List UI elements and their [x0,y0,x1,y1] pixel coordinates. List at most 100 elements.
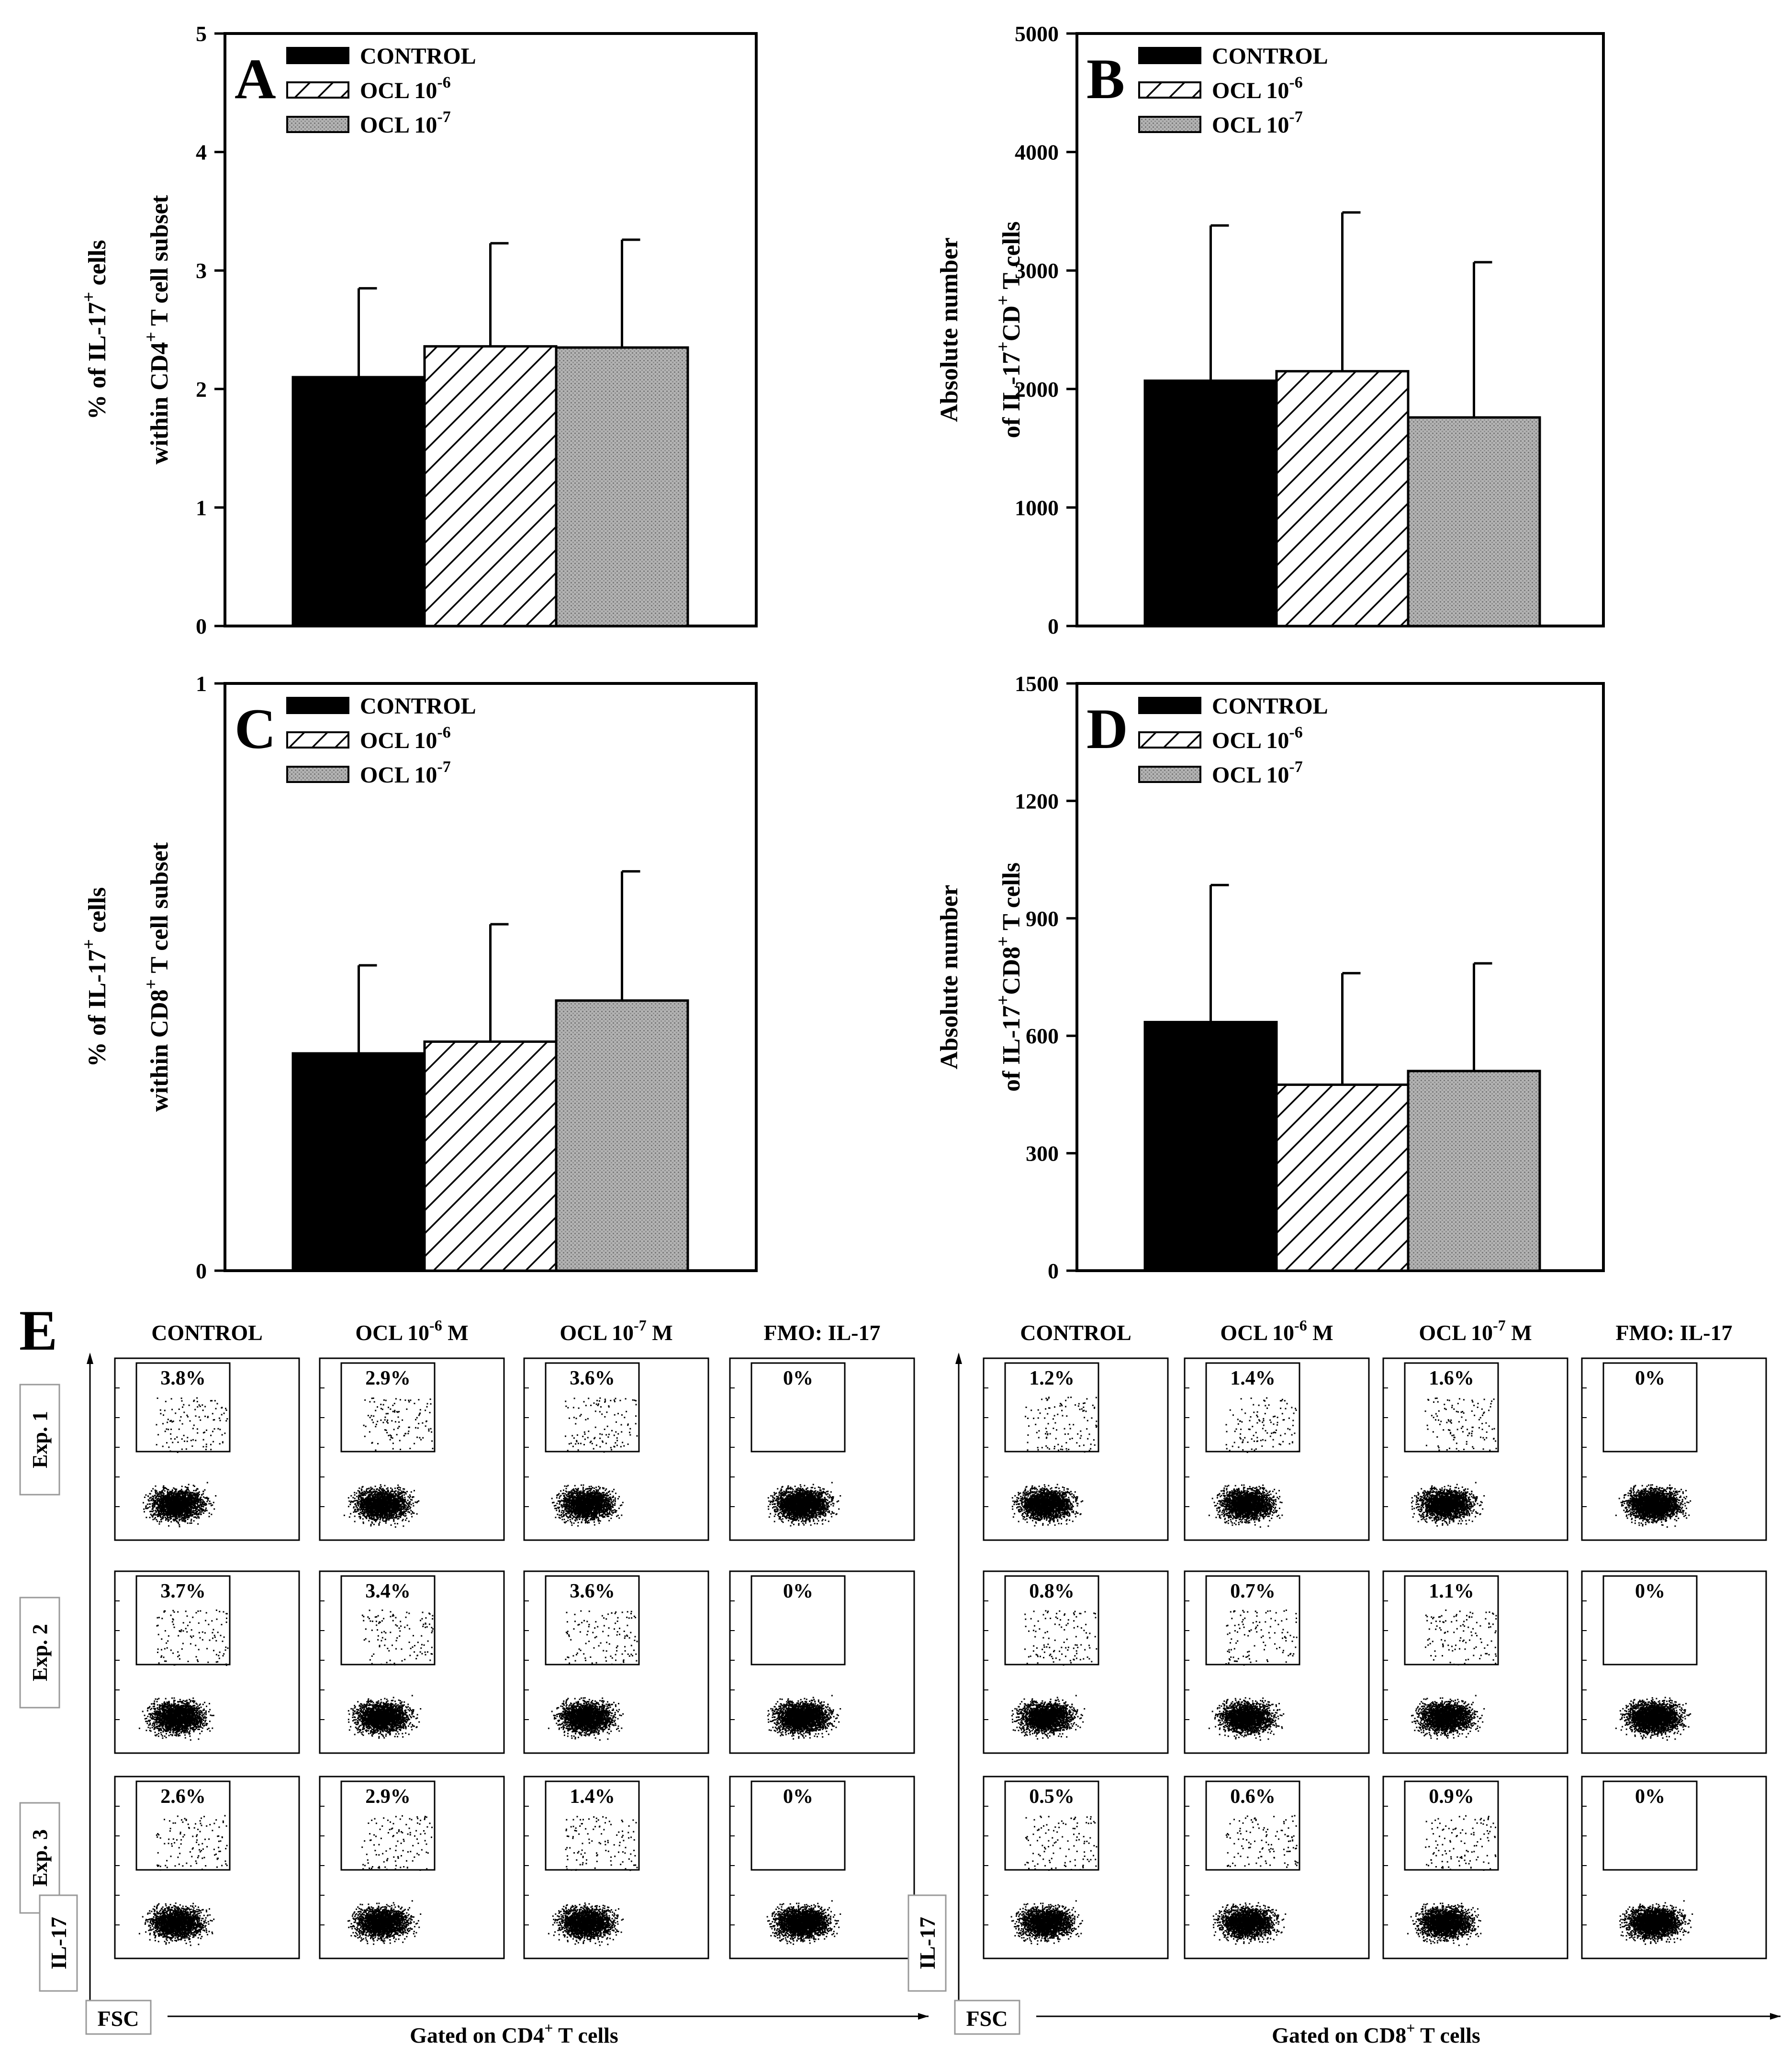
flow-cytometry-panel: E Exp. 1 Exp. 2 Exp. 3 CONTROL OCL 10-6 M OCL … [19,1298,1781,2046]
dot-plot: 0% [729,1357,915,1541]
dot-plot: 2.6% [114,1776,300,1959]
event-dots [551,1397,638,1527]
dot-plot: 1.2% [983,1357,1169,1541]
bar-control [291,376,426,627]
dot-plot: 0.5% [983,1776,1169,1959]
legend-label-ocl-10-6: OCL 10-6 [360,74,451,103]
legend-label-ocl-10-6: OCL 10-6 [1212,724,1303,753]
column-header: CONTROL [1020,1320,1131,1345]
gate-percentage: 3.6% [570,1580,615,1602]
gate-box [545,1362,640,1453]
gate-percentage: 0% [1635,1786,1665,1808]
dot-plot: 0% [729,1776,915,1959]
panel-letter: A [235,47,276,111]
event-dots [138,1610,229,1741]
dot-plot-frame [319,1357,505,1541]
y-axis-label-box [39,1894,78,1992]
legend-swatch-ocl-10-6 [1138,81,1201,99]
gate-box [135,1780,231,1871]
y-tick-label: 5 [196,22,207,46]
dot-plot: 3.8% [114,1357,300,1541]
event-dots [343,1398,434,1528]
bar-chart-a: 0 1 2 3 4 5 A CONTROL OCL 10-6 OCL 10-7 % of IL-17… [79,22,758,638]
column-header: OCL 10-7 M [1419,1317,1532,1345]
gate-box [135,1362,231,1453]
event-dots [767,1482,841,1527]
gate-percentage: 0.5% [1029,1786,1075,1808]
y-axis-label-line-1: % of IL-17+ cells [79,240,111,420]
gate-box [340,1575,436,1666]
y-tick-label: 1200 [1015,789,1059,813]
event-dots [766,1900,841,1945]
legend-swatch-ocl-10-7 [286,766,349,783]
gate-box [1602,1362,1698,1453]
dot-plot-frame [114,1776,300,1959]
event-dots [548,1816,638,1946]
column-header: FMO: IL-17 [1615,1320,1732,1345]
y-axis-arrowhead [87,1353,93,1364]
dot-plot: 0.6% [1184,1776,1370,1959]
dot-plot: 0.8% [983,1570,1169,1754]
dot-plot-frame [983,1570,1169,1754]
y-tick-label: 4000 [1015,140,1059,165]
x-axis-arrowhead [1770,2013,1781,2020]
event-dots [767,1695,841,1740]
legend-label-ocl-10-7: OCL 10-7 [1212,108,1303,138]
y-tick-label: 1500 [1015,671,1059,696]
column-header: OCL 10-7 M [560,1317,672,1345]
gate-box [1404,1780,1499,1871]
y-axis-label-line-2: of IL-17+CD8+ T cells [993,862,1025,1092]
y-tick-label: 900 [1026,906,1059,931]
exp-label-box [19,1597,60,1709]
gate-box [545,1575,640,1666]
dot-plot: 2.9% [319,1776,505,1959]
gate-box [1004,1780,1099,1871]
event-dots [347,1815,433,1945]
exp-label-box [19,1384,60,1496]
bar-ocl-10-6 [423,345,558,627]
x-axis-label-box [954,2000,1020,2035]
bar-ocl-10-7 [555,999,689,1272]
bar-chart-d: 0 300 600 900 1200 1500 D CONTROL OCL 10-6 OCL 10… [936,671,1605,1283]
gate-box [545,1780,640,1871]
gate-percentage: 0.6% [1230,1786,1276,1808]
bar-chart-b: 0 1000 2000 3000 4000 5000 B CONTROL OCL 10-6 OCL… [936,22,1605,638]
legend-swatch-ocl-10-7 [1138,766,1201,783]
dot-plot-frame [319,1570,505,1754]
y-tick-label: 0 [196,1259,207,1283]
y-axis-label: IL-17 [915,1917,940,1969]
panel-letter-e: E [19,1298,57,1362]
y-tick-label: 5000 [1015,22,1059,46]
dot-plot: 3.6% [523,1357,709,1541]
gate-box [750,1575,846,1666]
gate-percentage: 0.9% [1429,1786,1474,1808]
bar-ocl-10-6 [1275,370,1410,627]
gate-percentage: 0% [1635,1580,1665,1602]
y-tick-label: 1 [196,671,207,696]
event-dots [1011,1397,1098,1527]
gate-label: Gated on CD4+ T cells [410,2019,618,2046]
dot-plot: 0.7% [1184,1570,1370,1754]
dot-plot: 3.7% [114,1570,300,1754]
y-axis-label: IL-17 [46,1917,71,1969]
event-dots [548,1610,638,1741]
legend-label-ocl-10-7: OCL 10-7 [1212,758,1303,788]
exp-label: Exp. 3 [28,1829,52,1887]
dot-plot-frame [983,1776,1169,1959]
dot-plot-frame [523,1776,709,1959]
flow-grid-left: CONTROL OCL 10-6 M OCL 10-7 M FMO: IL-17 IL-… [39,1317,929,2046]
gate-box [340,1362,436,1453]
x-axis-label: FSC [98,2006,139,2031]
dot-plot: 3.6% [523,1570,709,1754]
gate-percentage: 0% [783,1580,813,1602]
dot-plot-frame [1382,1570,1568,1754]
dot-plot: 0% [1581,1776,1767,1959]
event-dots [138,1815,228,1946]
exp-label: Exp. 2 [28,1624,52,1681]
bar-control [1143,379,1278,627]
y-tick-label: 600 [1026,1024,1059,1048]
dot-plot: 1.1% [1382,1570,1568,1754]
y-tick-label: 4 [196,140,207,165]
gate-label: Gated on CD8+ T cells [1272,2019,1480,2046]
gate-percentage: 3.7% [160,1580,206,1602]
